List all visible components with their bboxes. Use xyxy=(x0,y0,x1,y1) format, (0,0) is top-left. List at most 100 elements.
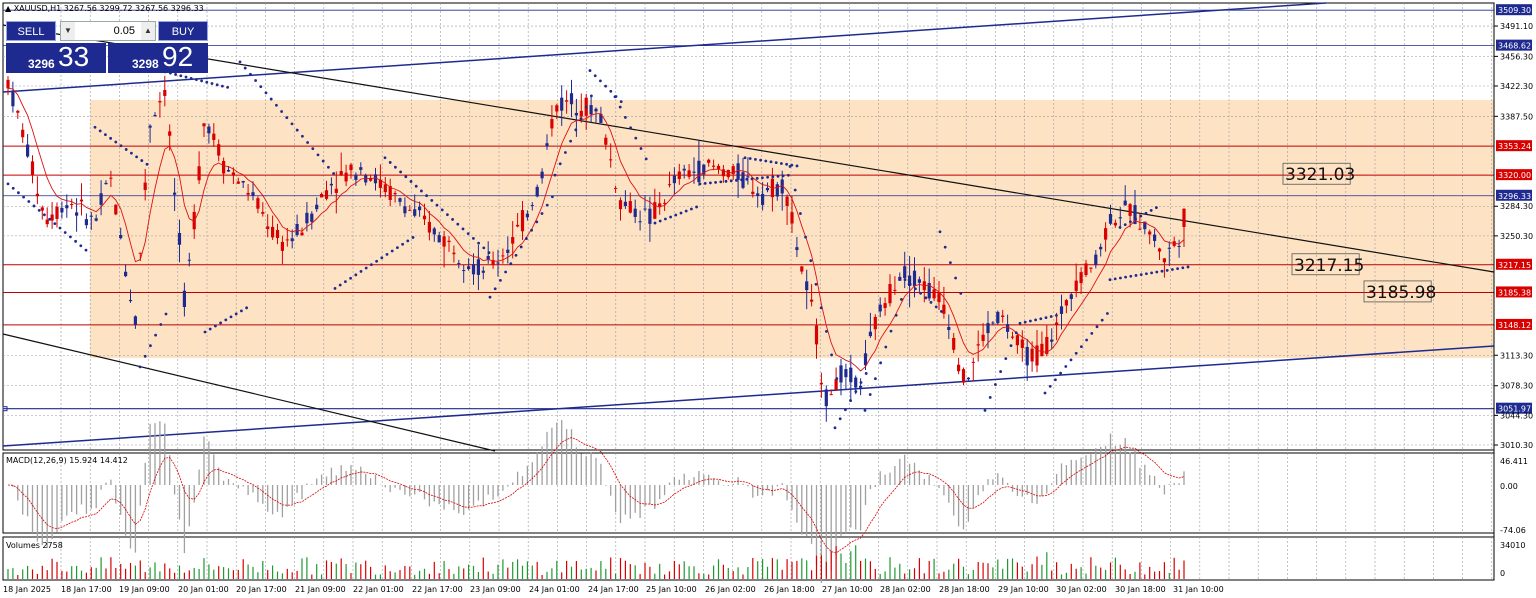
time-axis-label: 24 Jan 17:00 xyxy=(588,585,639,594)
sar-dot xyxy=(344,280,347,284)
candle-body xyxy=(275,229,280,239)
volume-tick-label: 34010 xyxy=(1500,541,1525,550)
sar-dot xyxy=(1023,320,1027,324)
sar-dot xyxy=(333,287,337,290)
candle-body xyxy=(437,235,441,243)
candle-body xyxy=(202,123,206,127)
sar-dot xyxy=(983,409,987,412)
sar-dot xyxy=(215,83,219,87)
candle-body xyxy=(609,159,613,161)
sar-dot xyxy=(766,175,769,179)
candle-body xyxy=(834,379,838,391)
candle-body xyxy=(692,171,696,173)
sar-dot xyxy=(959,292,963,295)
candle-body xyxy=(148,125,152,128)
sell-price-pips: 33 xyxy=(58,41,90,72)
sar-dot xyxy=(799,212,802,215)
candle-body xyxy=(511,237,515,244)
lot-increase-icon[interactable]: ▲ xyxy=(141,22,155,40)
price-tick-label: 3113.30 xyxy=(1500,351,1533,360)
sar-dot xyxy=(154,333,158,337)
time-axis-label: 26 Jan 02:00 xyxy=(705,585,756,594)
candle-body xyxy=(761,193,765,206)
sar-dot xyxy=(695,205,698,209)
sar-dot xyxy=(684,209,688,213)
sar-dot xyxy=(879,361,882,365)
sar-dot xyxy=(814,282,818,286)
candle-body xyxy=(40,207,44,211)
candle-body xyxy=(476,259,480,275)
candle-body xyxy=(339,171,343,176)
level-label-box xyxy=(1363,280,1432,303)
candle-body xyxy=(550,119,554,129)
candle-body xyxy=(1025,346,1029,366)
candle-body xyxy=(819,382,823,385)
price-tag-label: 3509.30 xyxy=(1498,6,1531,15)
sar-dot xyxy=(243,66,247,70)
sar-dot xyxy=(1139,214,1143,218)
candle-body xyxy=(756,193,760,196)
candle-body xyxy=(124,271,128,277)
candle-body xyxy=(677,171,681,179)
price-tag-label: 3468.62 xyxy=(1498,42,1531,51)
sar-dot xyxy=(629,126,632,130)
candle-body xyxy=(961,369,966,383)
level-label: 3185.98 xyxy=(1366,283,1436,303)
candle-body xyxy=(726,169,730,178)
candle-body xyxy=(1001,315,1005,317)
sar-dot xyxy=(1155,270,1159,274)
candle-body xyxy=(138,252,142,254)
sar-dot xyxy=(703,181,707,185)
sar-dot xyxy=(1155,206,1158,209)
candle-body xyxy=(1143,221,1147,230)
volumes-label: Volumes 2758 xyxy=(6,541,63,550)
candle-body xyxy=(697,160,701,183)
lot-decrease-icon[interactable]: ▼ xyxy=(61,22,75,40)
lot-size-field[interactable]: ▼ 0.05 ▲ xyxy=(60,21,156,41)
buy-button[interactable]: BUY xyxy=(158,21,208,41)
buy-price-prefix: 3298 xyxy=(132,57,159,71)
candle-body xyxy=(1040,343,1044,357)
candle-body xyxy=(383,184,387,193)
sar-dot xyxy=(776,174,780,178)
lot-size-value[interactable]: 0.05 xyxy=(113,25,135,37)
sar-dot xyxy=(1123,223,1127,226)
candle-body xyxy=(452,252,456,255)
candle-body xyxy=(256,198,260,209)
sar-dot xyxy=(1054,378,1057,382)
sar-dot xyxy=(859,381,863,384)
sar-dot xyxy=(179,74,183,78)
candle-body xyxy=(496,262,500,264)
candle-body xyxy=(109,177,113,179)
sar-dot xyxy=(226,86,230,89)
sell-price[interactable]: 3296 33 xyxy=(6,41,106,73)
sar-dot xyxy=(306,141,309,144)
lower-channel-line xyxy=(2,345,1495,447)
buy-price[interactable]: 3298 92 xyxy=(108,41,208,73)
candle-body xyxy=(212,133,216,140)
sar-dot xyxy=(466,232,470,236)
macd-histogram xyxy=(12,419,1185,583)
price-tag-label: 3148.12 xyxy=(1498,321,1531,330)
sar-dot xyxy=(385,253,389,256)
sar-dot xyxy=(364,266,368,270)
candle-body xyxy=(731,166,735,175)
sar-dot xyxy=(1034,318,1037,322)
candle-body xyxy=(981,334,985,342)
sar-dot xyxy=(553,173,557,177)
candle-body xyxy=(682,168,686,171)
sar-dot xyxy=(624,116,627,119)
sar-dot xyxy=(908,282,912,286)
sell-button[interactable]: SELL xyxy=(6,21,56,41)
price-tick-label: 3250.30 xyxy=(1500,232,1533,241)
price-tick-label: 3044.30 xyxy=(1500,411,1533,420)
sar-dot xyxy=(584,105,588,109)
sar-dot xyxy=(593,74,597,78)
sar-dot xyxy=(949,261,952,264)
sar-dot xyxy=(58,226,62,230)
candle-body xyxy=(70,203,74,205)
candle-body xyxy=(295,224,299,236)
sar-dot xyxy=(1014,331,1018,335)
sar-dot xyxy=(1009,344,1013,348)
